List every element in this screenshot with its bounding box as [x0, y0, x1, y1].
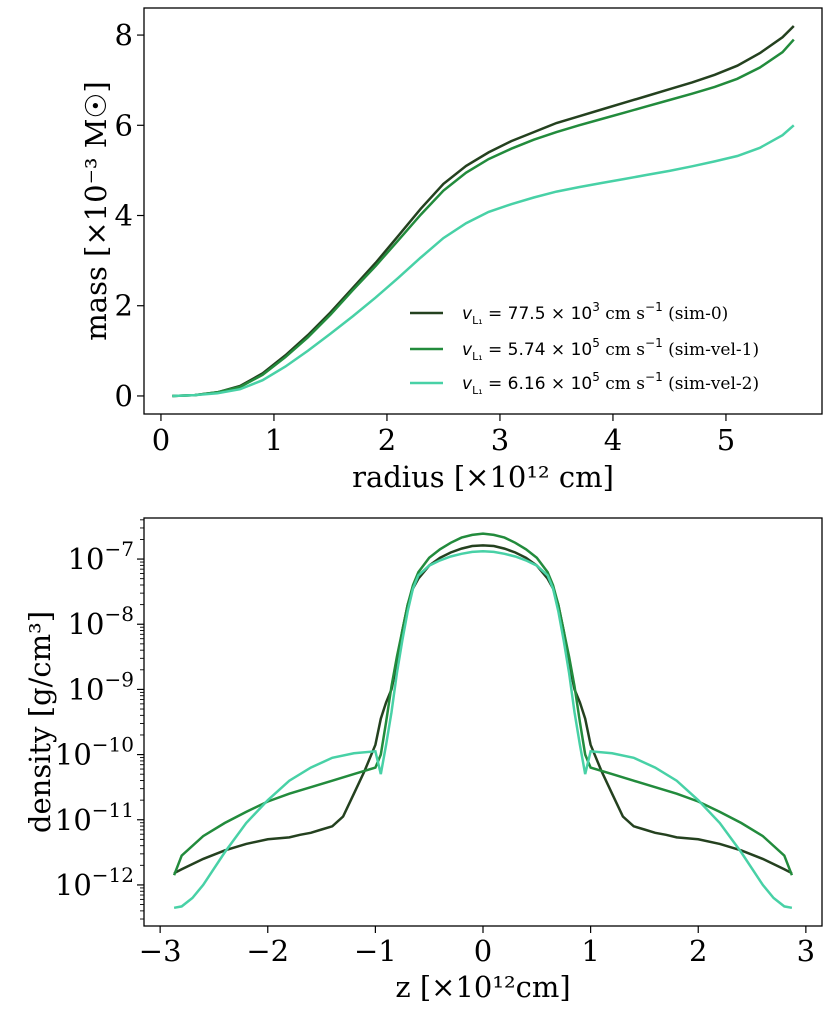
top-x-tick-label: 5 — [717, 423, 735, 457]
mass-radius-panel: 0 1 2 3 4 5 0 2 4 6 8 radius [×10¹² cm] mass [×10… — [79, 7, 823, 494]
bottom-x-tick-label: 3 — [797, 934, 815, 968]
legend-entry-sim-0: vL₁ = 77.5 × 103 cm s−1 (sim-0) — [410, 300, 728, 327]
bottom-y-axis-title: density [g/cm³] — [23, 611, 57, 833]
bottom-x-tick-label: −3 — [139, 934, 182, 968]
bottom-series-line-0 — [173, 544, 793, 875]
top-x-tick-label: 4 — [604, 423, 622, 457]
bottom-x-tick-label: −2 — [246, 934, 289, 968]
bottom-y-tick-label: 10−10 — [55, 733, 134, 772]
legend-label-sim-vel-1: vL₁ = 5.74 × 105 cm s−1 (sim-vel-1) — [462, 336, 759, 363]
legend-entry-sim-vel-1: vL₁ = 5.74 × 105 cm s−1 (sim-vel-1) — [410, 336, 759, 363]
bottom-x-axis-title: z [×10¹²cm] — [395, 970, 570, 1004]
bottom-x-tick-label: −1 — [354, 934, 397, 968]
bottom-y-tick-label: 10−9 — [68, 667, 134, 706]
legend-label-sim-0: vL₁ = 77.5 × 103 cm s−1 (sim-0) — [462, 300, 728, 327]
top-series-line-2 — [172, 124, 795, 398]
legend-label-sim-vel-2: vL₁ = 6.16 × 105 cm s−1 (sim-vel-2) — [462, 370, 759, 397]
top-series-line-0 — [172, 25, 795, 398]
top-y-tick-label: 8 — [115, 18, 133, 52]
top-plot-frame — [143, 7, 823, 415]
bottom-y-tick-label: 10−12 — [55, 863, 134, 902]
bottom-series-line-2 — [173, 549, 793, 910]
bottom-curves — [172, 532, 794, 910]
top-y-ticks: 0 2 4 6 8 — [115, 18, 144, 413]
bottom-x-tick-label: 2 — [689, 934, 707, 968]
bottom-y-tick-label: 10−7 — [68, 537, 134, 576]
top-y-tick-label: 6 — [115, 108, 133, 142]
top-x-tick-label: 3 — [491, 423, 509, 457]
top-x-axis-title: radius [×10¹² cm] — [352, 460, 614, 494]
density-z-panel: −3 −2 −1 0 1 2 3 10−12 10−11 10−10 10−9 10−8 10−7 z… — [23, 517, 823, 1004]
bottom-y-tick-label: 10−8 — [68, 602, 134, 641]
bottom-y-ticks: 10−12 10−11 10−10 10−9 10−8 10−7 — [55, 519, 144, 920]
top-y-axis-title: mass [×10⁻³ M☉] — [79, 81, 113, 340]
top-x-tick-label: 2 — [378, 423, 396, 457]
top-x-tick-label: 0 — [152, 423, 170, 457]
bottom-series-line-1 — [172, 532, 794, 876]
bottom-y-tick-label: 10−11 — [55, 798, 134, 837]
legend-entry-sim-vel-2: vL₁ = 6.16 × 105 cm s−1 (sim-vel-2) — [410, 370, 759, 397]
bottom-plot-frame — [143, 517, 823, 927]
top-series-line-1 — [172, 38, 795, 398]
top-x-tick-label: 1 — [265, 423, 283, 457]
legend: vL₁ = 77.5 × 103 cm s−1 (sim-0) vL₁ = 5.… — [410, 300, 759, 397]
bottom-x-ticks: −3 −2 −1 0 1 2 3 — [139, 926, 815, 968]
top-y-tick-label: 2 — [115, 289, 133, 323]
top-y-tick-label: 4 — [115, 199, 133, 233]
top-y-tick-label: 0 — [115, 379, 133, 413]
top-curves — [172, 25, 795, 398]
bottom-x-tick-label: 0 — [474, 934, 492, 968]
top-x-ticks: 0 1 2 3 4 5 — [152, 414, 735, 457]
bottom-x-tick-label: 1 — [581, 934, 599, 968]
